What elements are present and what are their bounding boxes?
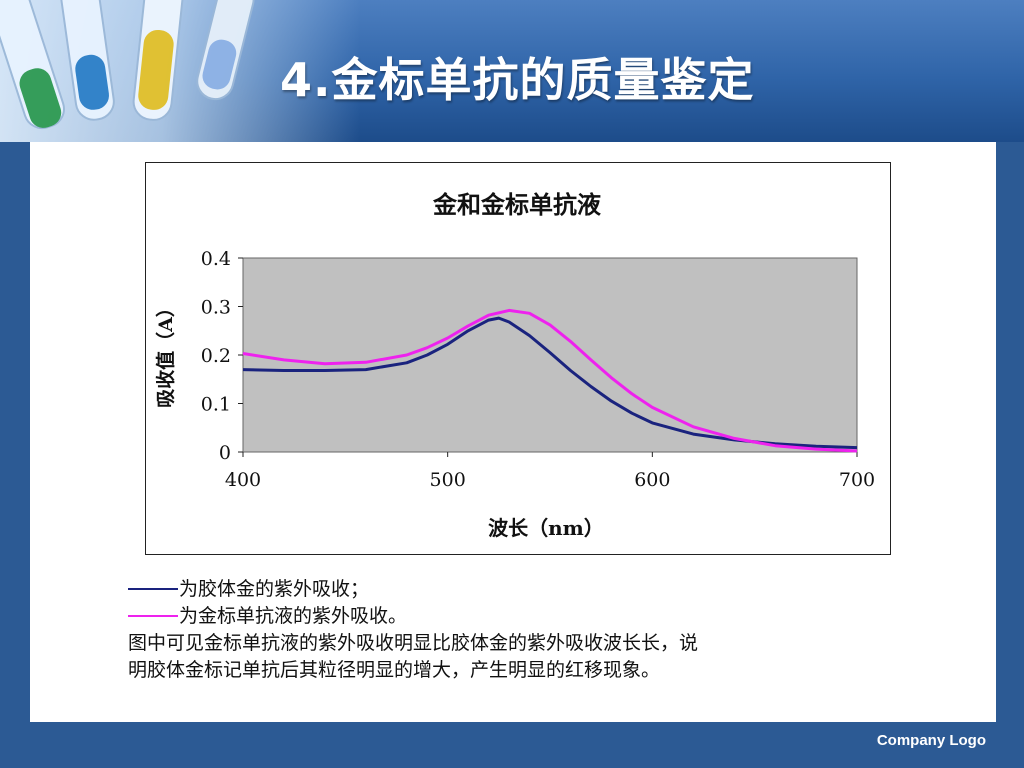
- absorption-chart: 金和金标单抗液 0 0.1 0.2 0.3 0.4 400 500 600 700 波长（nm…: [154, 190, 875, 540]
- y-tick-label: 0.3: [201, 297, 231, 319]
- legend-line-2: 为金标单抗液的紫外吸收。: [128, 603, 928, 630]
- x-tick-label: 600: [634, 469, 670, 491]
- x-tick-label: 500: [430, 469, 466, 491]
- chart-container: 金和金标单抗液 0 0.1 0.2 0.3 0.4 400 500 600 700 波长（nm…: [145, 162, 891, 555]
- test-tubes-illustration: [0, 0, 255, 130]
- company-logo: Company Logo: [876, 732, 986, 749]
- slide-title: 4.金标单抗的质量鉴定: [280, 53, 755, 107]
- caption-text-2: 明胶体金标记单抗后其粒径明显的增大，产生明显的红移现象。: [128, 659, 661, 681]
- y-tick-label: 0: [219, 442, 231, 464]
- caption-text-1: 图中可见金标单抗液的紫外吸收明显比胶体金的紫外吸收波长长，说: [128, 632, 699, 654]
- series-lines: [242, 308, 858, 453]
- chart-title: 金和金标单抗液: [432, 190, 601, 219]
- y-axis-ticks: 0 0.1 0.2 0.3 0.4: [201, 248, 243, 464]
- footer-band: [0, 722, 1024, 768]
- legend-label-1: 为胶体金的紫外吸收；: [179, 578, 370, 600]
- y-tick-label: 0.2: [201, 345, 231, 367]
- series-line-2: [242, 308, 858, 453]
- legend-label-2: 为金标单抗液的紫外吸收。: [179, 605, 408, 627]
- caption: 为胶体金的紫外吸收； 为金标单抗液的紫外吸收。 图中可见金标单抗液的紫外吸收明显…: [128, 576, 928, 684]
- legend-swatch-2: [128, 615, 178, 617]
- y-tick-label: 0.4: [201, 248, 231, 270]
- y-tick-label: 0.1: [201, 394, 231, 416]
- legend-line-1: 为胶体金的紫外吸收；: [128, 576, 928, 603]
- x-tick-label: 700: [839, 469, 875, 491]
- x-axis-ticks: 400 500 600 700: [225, 452, 875, 491]
- x-axis-label: 波长（nm）: [488, 516, 604, 540]
- x-tick-label: 400: [225, 469, 261, 491]
- legend-swatch-1: [128, 588, 178, 590]
- plot-area: [242, 257, 858, 453]
- series-line-1: [242, 316, 858, 450]
- y-axis-label: 吸收值（A）: [154, 298, 177, 408]
